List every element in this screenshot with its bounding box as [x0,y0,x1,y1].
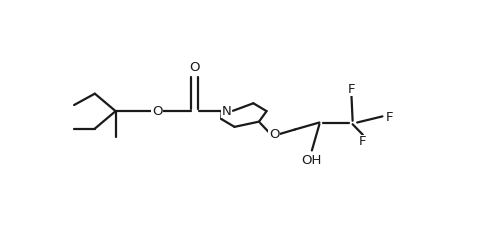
Text: N: N [222,105,232,118]
Text: F: F [359,135,367,148]
Text: O: O [189,61,200,74]
Text: OH: OH [301,154,322,167]
Text: O: O [269,128,280,141]
Text: F: F [386,111,393,124]
Text: F: F [348,83,355,96]
Text: O: O [152,105,162,118]
